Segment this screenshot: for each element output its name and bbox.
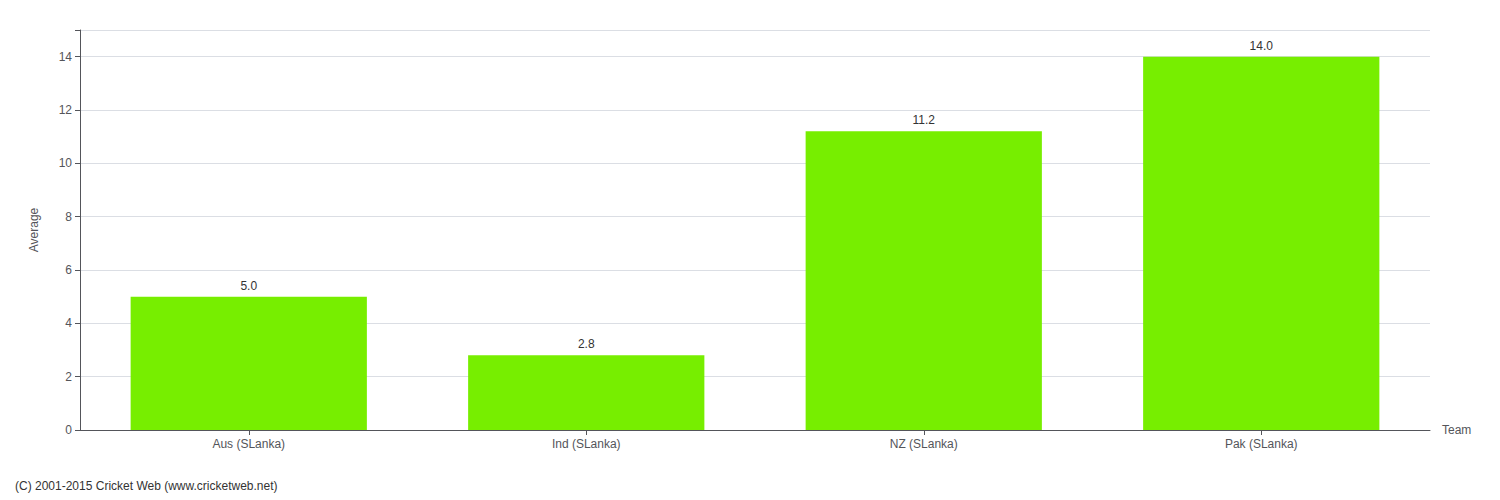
svg-text:14.0: 14.0 xyxy=(1250,39,1274,53)
svg-text:12: 12 xyxy=(59,103,73,117)
svg-text:14: 14 xyxy=(59,50,73,64)
svg-text:4: 4 xyxy=(65,316,72,330)
svg-text:Team: Team xyxy=(1442,423,1471,437)
svg-text:(C) 2001-2015 Cricket Web (www: (C) 2001-2015 Cricket Web (www.cricketwe… xyxy=(15,479,278,493)
svg-text:0: 0 xyxy=(65,423,72,437)
svg-text:Pak (SLanka): Pak (SLanka) xyxy=(1225,437,1298,451)
svg-text:10: 10 xyxy=(59,156,73,170)
svg-text:Ind (SLanka): Ind (SLanka) xyxy=(552,437,621,451)
svg-text:NZ (SLanka): NZ (SLanka) xyxy=(890,437,958,451)
svg-text:6: 6 xyxy=(65,263,72,277)
svg-text:8: 8 xyxy=(65,210,72,224)
svg-text:5.0: 5.0 xyxy=(240,279,257,293)
svg-text:Average: Average xyxy=(27,207,41,252)
svg-text:11.2: 11.2 xyxy=(913,113,936,127)
svg-text:2.8: 2.8 xyxy=(578,337,595,351)
svg-text:2: 2 xyxy=(65,370,72,384)
svg-text:Aus (SLanka): Aus (SLanka) xyxy=(212,437,285,451)
